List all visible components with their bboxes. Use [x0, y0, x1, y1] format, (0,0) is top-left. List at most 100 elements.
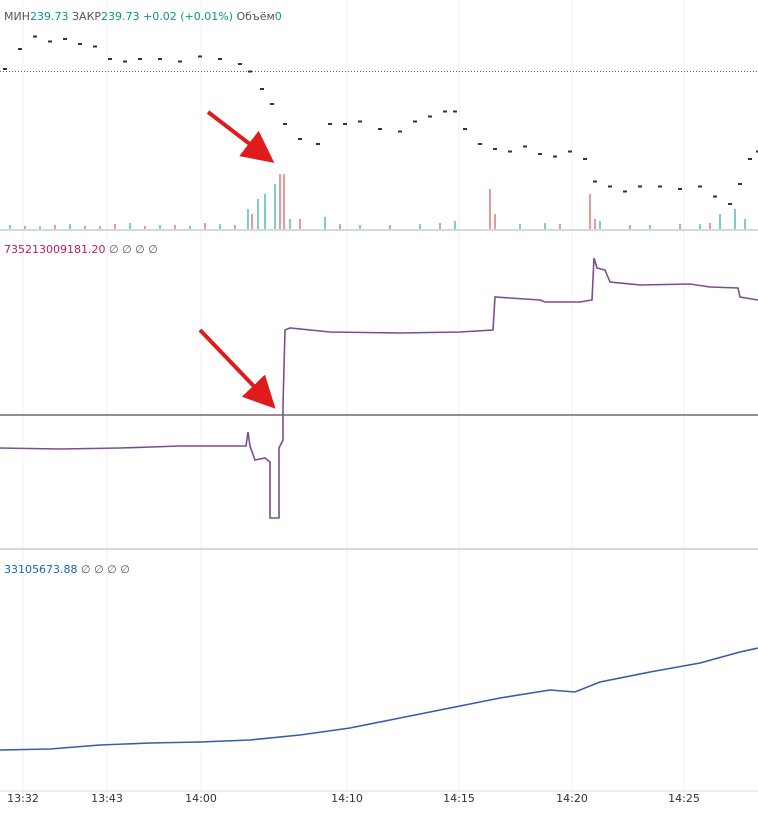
volume-bar: [39, 226, 41, 229]
x-tick-label: 14:00: [185, 792, 217, 805]
legend-label: ЗАКР: [72, 10, 101, 23]
price-dot: [593, 180, 597, 183]
legend: 735213009181.20 ∅ ∅ ∅ ∅: [4, 243, 158, 256]
price-dot: [198, 55, 202, 58]
price-dot: [238, 63, 242, 65]
price-dot: [463, 128, 467, 130]
legend-value: +0.02 (+0.01%): [143, 10, 233, 23]
price-dot: [623, 190, 627, 193]
volume-bar: [129, 223, 131, 229]
plot: [0, 35, 758, 751]
price-dot: [428, 115, 432, 118]
volume-bar: [69, 224, 71, 229]
volume-bar: [489, 189, 491, 229]
legend-value: 735213009181.20: [4, 243, 105, 256]
grid: [22, 0, 685, 790]
price-dot: [316, 143, 320, 145]
price-dot: [63, 38, 67, 40]
volume-bar: [734, 209, 736, 229]
volume-bar: [219, 224, 221, 229]
legend-value: 239.73: [30, 10, 69, 23]
volume-bar: [264, 194, 266, 229]
annotation-arrow: [198, 328, 276, 409]
price-dot: [248, 70, 252, 73]
price-dot: [48, 40, 52, 43]
price-dot: [698, 185, 702, 188]
legend-label: Объём: [236, 10, 274, 23]
legend-value: 0: [275, 10, 282, 23]
price-dot: [638, 185, 642, 188]
price-dot: [3, 68, 7, 70]
volume-bar: [439, 223, 441, 229]
x-tick-label: 14:25: [668, 792, 700, 805]
volume-bar: [189, 226, 191, 229]
volume-bar: [419, 224, 421, 229]
price-dot: [260, 88, 264, 90]
volume-bar: [744, 219, 746, 229]
volume-bar: [283, 174, 285, 229]
volume-bar: [54, 225, 56, 229]
volume-bar: [544, 223, 546, 229]
volume-bar: [24, 226, 26, 229]
volume-bar: [679, 224, 681, 229]
volume-bar: [594, 219, 596, 229]
volume-bar: [9, 225, 11, 229]
volume-bar: [299, 219, 301, 229]
legend-label: ∅ ∅ ∅ ∅: [109, 243, 158, 256]
price-dot: [523, 145, 527, 148]
volume-bar: [324, 217, 326, 229]
volume-bar: [629, 225, 631, 229]
price-dot: [283, 123, 287, 125]
price-dot: [493, 148, 497, 150]
legend-value: 239.73: [101, 10, 140, 23]
price-dot: [108, 58, 112, 60]
price-dot: [218, 58, 222, 60]
volume-bar: [559, 224, 561, 229]
price-dot: [178, 60, 182, 63]
volume-bar: [719, 214, 721, 229]
volume-bar: [251, 214, 253, 229]
price-dot: [398, 130, 402, 133]
price-dot: [478, 143, 482, 145]
volume-bar: [454, 221, 456, 229]
legend: МИН239.73 ЗАКР239.73 +0.02 (+0.01%) Объё…: [4, 10, 282, 23]
price-dot: [78, 43, 82, 45]
price-dot: [443, 110, 447, 113]
price-dot: [123, 60, 127, 63]
volume-bar: [494, 214, 496, 229]
price-dot: [568, 150, 572, 153]
volume-bar: [279, 174, 281, 229]
volume-bar: [359, 225, 361, 229]
price-dot: [270, 103, 274, 105]
x-tick-label: 13:43: [91, 792, 123, 805]
price-dot: [713, 195, 717, 198]
x-tick-label: 14:10: [331, 792, 363, 805]
price-dot: [608, 185, 612, 188]
price-dot: [413, 120, 417, 123]
price-dot: [658, 185, 662, 188]
series-line: [0, 257, 758, 519]
volume-bar: [234, 225, 236, 229]
volume-bar: [144, 226, 146, 229]
legend: 33105673.88 ∅ ∅ ∅ ∅: [4, 563, 130, 576]
legend-value: 33105673.88: [4, 563, 77, 576]
price-dot: [553, 155, 557, 158]
volume-bar: [84, 226, 86, 229]
volume-bar: [649, 225, 651, 229]
price-dot: [343, 123, 347, 125]
volume-bar: [519, 224, 521, 229]
volume-bar: [599, 221, 601, 229]
price-dot: [328, 123, 332, 125]
price-dot: [93, 45, 97, 48]
legend-label: ∅ ∅ ∅ ∅: [81, 563, 130, 576]
price-dot: [538, 153, 542, 155]
price-dot: [158, 58, 162, 60]
volume-bar: [274, 184, 276, 229]
volume-bar: [709, 223, 711, 229]
volume-bar: [99, 226, 101, 229]
volume-bar: [114, 224, 116, 229]
price-dot: [508, 150, 512, 153]
